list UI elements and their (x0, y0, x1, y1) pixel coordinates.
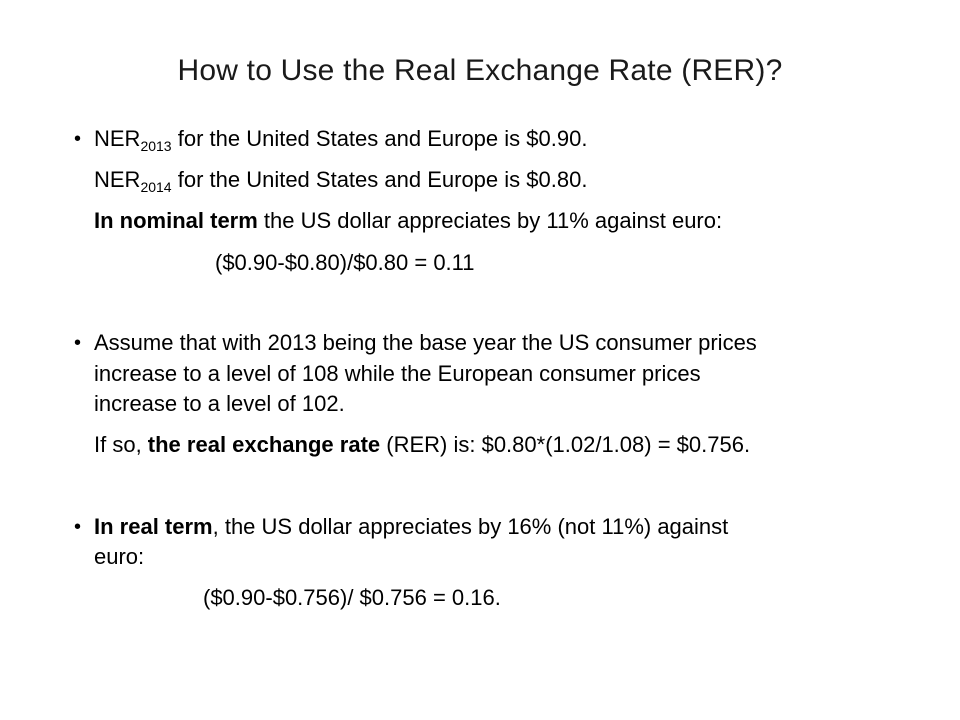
nominal-term-text: the US dollar appreciates by 11% against… (257, 208, 723, 233)
assume-line-1: Assume that with 2013 being the base yea… (94, 330, 757, 355)
nominal-term-line: In nominal term the US dollar appreciate… (94, 206, 722, 236)
real-term-line: In real term, the US dollar appreciates … (94, 512, 728, 542)
real-term-line-2: euro: (94, 544, 145, 569)
real-term-text: , the US dollar appreciates by 16% (not … (212, 514, 729, 539)
bullet-3-icon: • (74, 516, 82, 538)
ner-2014-label: NER (94, 167, 141, 192)
real-formula: ($0.90-$0.756)/ $0.756 = 0.16. (203, 585, 501, 610)
nominal-term-bold: In nominal term (94, 208, 258, 233)
ner-2013-year: 2013 (140, 138, 172, 154)
real-term-bold: In real term (94, 514, 213, 539)
assume-line-2: increase to a level of 108 while the Eur… (94, 361, 701, 386)
ner-2013-line: NER2013 for the United States and Europe… (94, 124, 587, 154)
rer-bold: the real exchange rate (147, 432, 381, 457)
ner-2013-text: for the United States and Europe is $0.9… (171, 126, 588, 151)
ner-2014-text: for the United States and Europe is $0.8… (171, 167, 588, 192)
bullet-1-icon: • (74, 128, 82, 150)
ner-2014-line: NER2014 for the United States and Europe… (94, 165, 587, 195)
ner-2013-label: NER (94, 126, 141, 151)
rer-line: If so, the real exchange rate (RER) is: … (94, 430, 750, 460)
ner-2014-year: 2014 (140, 179, 172, 195)
slide-title: How to Use the Real Exchange Rate (RER)? (177, 54, 783, 87)
rer-pre: If so, (94, 432, 148, 457)
assume-line-3: increase to a level of 102. (94, 391, 345, 416)
nominal-formula: ($0.90-$0.80)/$0.80 = 0.11 (215, 250, 475, 275)
bullet-2-icon: • (74, 332, 82, 354)
rer-post: (RER) is: $0.80*(1.02/1.08) = $0.756. (380, 432, 751, 457)
